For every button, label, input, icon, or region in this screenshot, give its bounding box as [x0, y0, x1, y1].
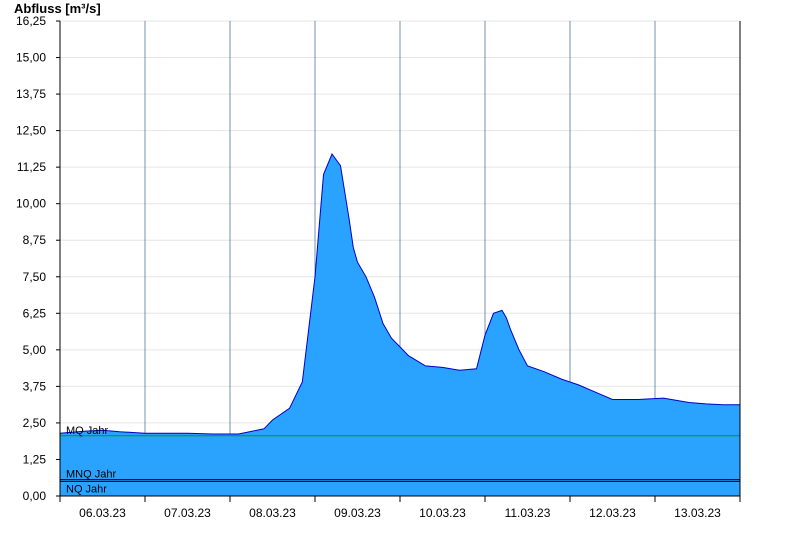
y-tick-label: 1,25: [23, 452, 47, 466]
x-tick-label: 06.03.23: [79, 506, 126, 520]
reference-label: MNQ Jahr: [66, 469, 116, 481]
x-tick-label: 09.03.23: [334, 506, 381, 520]
y-tick-label: 5,00: [23, 343, 47, 357]
discharge-area: [60, 154, 740, 496]
y-tick-label: 6,25: [23, 306, 47, 320]
x-tick-label: 11.03.23: [505, 506, 551, 520]
x-tick-label: 07.03.23: [164, 506, 211, 520]
y-tick-label: 2,50: [23, 416, 47, 430]
reference-lines: MQ Jahr MNQ Jahr NQ Jahr: [60, 425, 740, 495]
x-tick-label: 08.03.23: [249, 506, 296, 520]
discharge-line: [59, 152, 740, 435]
y-tick-label: 16,25: [16, 14, 46, 28]
reference-label: MQ Jahr: [66, 425, 109, 437]
x-tick-label: 13.03.23: [674, 506, 721, 520]
y-tick-label: 11,25: [17, 160, 46, 174]
y-tick-label: 10,00: [16, 197, 46, 211]
y-tick-label: 15,00: [16, 51, 46, 65]
axes: 0,00 1,25 2,50 3,75 5,00 6,25 7,50 8,75 10,00 11,…: [16, 14, 741, 520]
y-axis-label: Abfluss [m³/s]: [14, 1, 101, 16]
y-tick-label: 12,50: [16, 124, 46, 138]
reference-label: NQ Jahr: [66, 483, 107, 495]
y-tick-label: 3,75: [23, 379, 47, 393]
y-tick-label: 8,75: [23, 233, 47, 247]
y-tick-label: 0,00: [23, 489, 47, 503]
x-tick-label: 10.03.23: [419, 506, 466, 520]
plot-area: [59, 152, 740, 496]
x-tick-label: 12.03.23: [589, 506, 636, 520]
y-tick-label: 7,50: [23, 270, 47, 284]
y-tick-label: 13,75: [16, 87, 46, 101]
